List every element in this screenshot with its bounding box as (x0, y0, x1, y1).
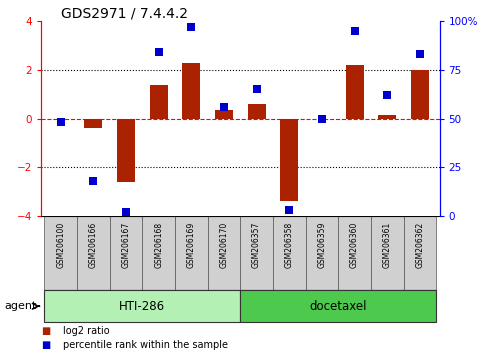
Text: GSM206100: GSM206100 (56, 222, 65, 268)
Point (122, 209, 130, 215)
Text: ■: ■ (41, 326, 50, 336)
Bar (85, 119, 102, 128)
Text: docetaxel: docetaxel (310, 300, 367, 313)
Text: GSM206168: GSM206168 (154, 222, 163, 268)
Bar (378, 115, 396, 119)
Bar (175, 216, 208, 290)
Bar (404, 216, 436, 290)
Text: percentile rank within the sample: percentile rank within the sample (63, 340, 228, 350)
Text: GSM206362: GSM206362 (415, 222, 425, 268)
Text: agent: agent (5, 301, 37, 311)
Bar (241, 290, 436, 322)
Bar (77, 216, 110, 290)
Point (57, 120, 65, 125)
Bar (182, 63, 200, 119)
Bar (150, 85, 168, 119)
Text: ■: ■ (41, 340, 50, 350)
Point (155, 50, 162, 55)
Text: GSM206360: GSM206360 (350, 222, 359, 268)
Bar (371, 216, 404, 290)
Point (220, 104, 228, 110)
Text: log2 ratio: log2 ratio (63, 326, 110, 336)
Point (351, 28, 358, 34)
Point (318, 116, 326, 121)
Bar (142, 216, 175, 290)
Bar (110, 216, 142, 290)
Bar (248, 104, 266, 119)
Point (416, 51, 424, 57)
Point (285, 207, 293, 213)
Text: GSM206167: GSM206167 (122, 222, 130, 268)
Text: GSM206357: GSM206357 (252, 222, 261, 268)
Text: GSM206169: GSM206169 (187, 222, 196, 268)
Point (384, 92, 391, 98)
Bar (273, 216, 306, 290)
Text: HTI-286: HTI-286 (119, 300, 165, 313)
Bar (411, 70, 429, 119)
Bar (215, 110, 233, 119)
Bar (346, 65, 364, 119)
Text: GSM206170: GSM206170 (219, 222, 228, 268)
Text: GDS2971 / 7.4.4.2: GDS2971 / 7.4.4.2 (61, 6, 188, 20)
Bar (117, 119, 135, 182)
Bar (280, 119, 298, 201)
Text: GSM206358: GSM206358 (285, 222, 294, 268)
Point (187, 24, 195, 30)
Point (89, 178, 97, 184)
Bar (208, 216, 241, 290)
Bar (338, 216, 371, 290)
Bar (241, 216, 273, 290)
Bar (44, 290, 241, 322)
Point (253, 86, 260, 92)
Text: GSM206359: GSM206359 (317, 222, 327, 268)
Bar (44, 216, 77, 290)
Text: GSM206166: GSM206166 (89, 222, 98, 268)
Text: GSM206361: GSM206361 (383, 222, 392, 268)
Bar (306, 216, 338, 290)
